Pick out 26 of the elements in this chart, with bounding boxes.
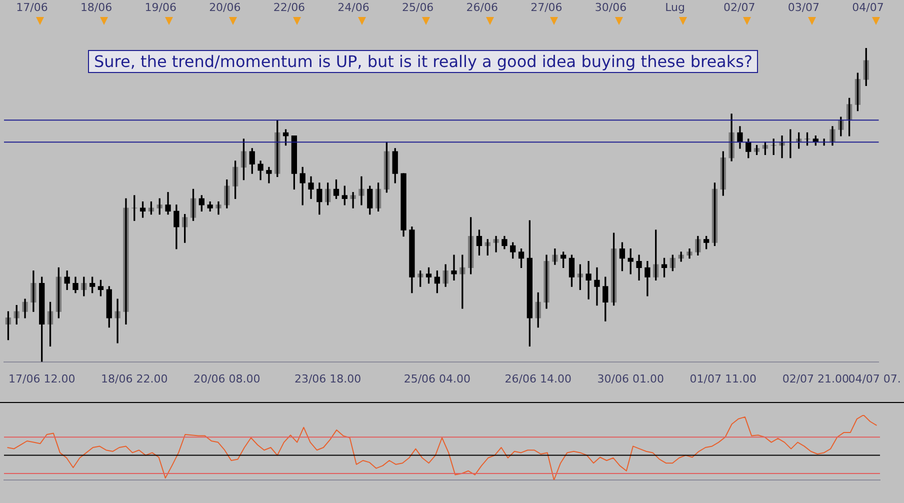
x-tick-label: 18/06 22.00 xyxy=(101,372,168,386)
text: 03/07 xyxy=(786,1,821,14)
x-tick-label: 02/07 21.00 xyxy=(782,372,850,386)
text: 27/06 xyxy=(530,1,564,14)
x-tick-label: 25/06 04.00 xyxy=(404,372,471,386)
x-tick-label: 30/06 01.00 xyxy=(597,372,664,386)
text: 18/06 xyxy=(79,1,114,14)
text: Lug xyxy=(664,1,686,14)
text: 19/06 xyxy=(144,1,178,14)
text: 04/07 xyxy=(851,1,885,14)
text: 25/06 xyxy=(400,1,435,14)
x-tick-label: 26/06 14.00 xyxy=(504,372,572,386)
text: 30/06 xyxy=(594,1,628,14)
x-tick-label: 20/06 08.00 xyxy=(194,372,260,386)
text: 22/06 xyxy=(272,1,306,14)
x-tick-label: 23/06 18.00 xyxy=(294,372,362,386)
x-tick-label: 17/06 12.00 xyxy=(8,372,76,386)
text: 20/06 xyxy=(208,1,242,14)
candlestick xyxy=(132,195,138,221)
text: 26/06 xyxy=(465,1,499,14)
text: 24/06 xyxy=(336,1,370,14)
text: 17/06 xyxy=(15,1,49,14)
x-tick-label: 04/07 07. xyxy=(848,372,901,386)
text: 02/07 xyxy=(722,1,756,14)
annotation: Sure, the trend/momentum is UP, but is it really a good idea buying these breaks? xyxy=(88,50,758,73)
x-tick-label: 01/07 11.00 xyxy=(690,372,756,386)
